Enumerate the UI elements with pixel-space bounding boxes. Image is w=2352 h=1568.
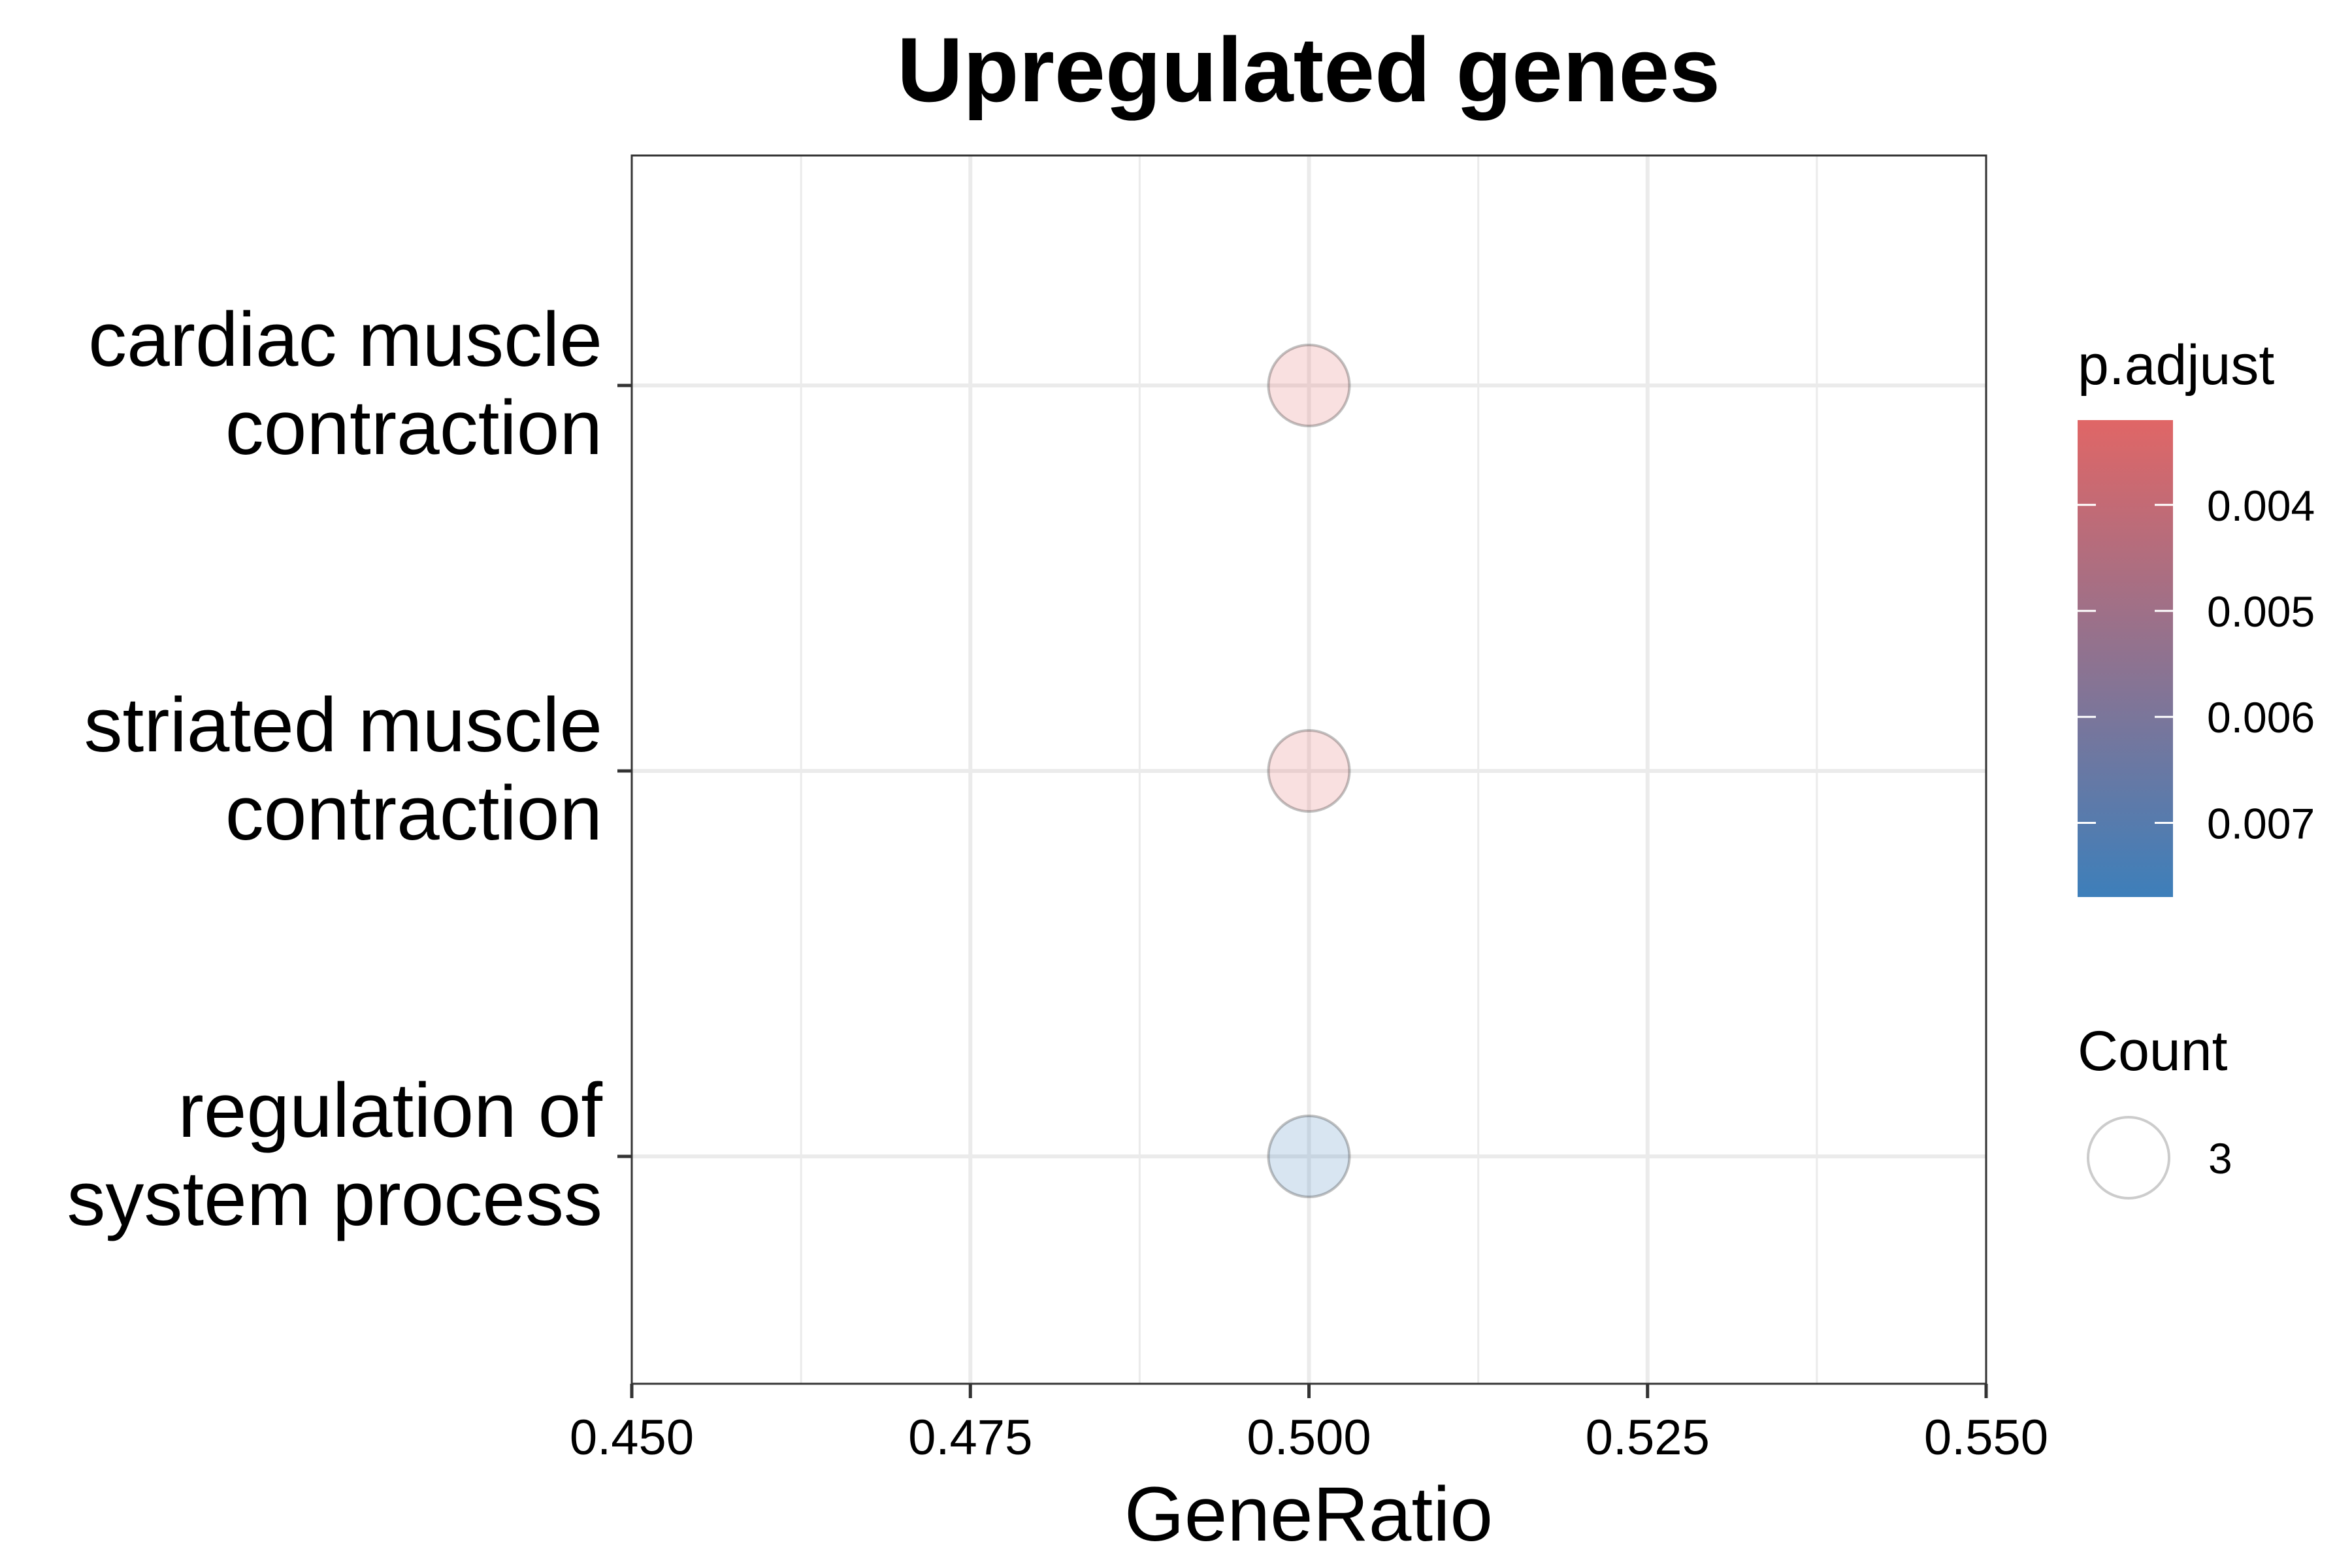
- color-legend-ticks: 0.004 0.005 0.006 0.007: [2078, 482, 2315, 847]
- data-point: [1267, 729, 1351, 813]
- x-tick-label: 0.475: [908, 1410, 1032, 1465]
- x-tick-label: 0.525: [1586, 1410, 1710, 1465]
- x-axis-ticks: 0.450 0.475 0.500 0.525 0.550: [570, 1384, 2048, 1465]
- color-legend-tick-label: 0.006: [2207, 693, 2315, 742]
- x-tick-label: 0.500: [1247, 1410, 1371, 1465]
- x-tick-label: 0.550: [1924, 1410, 2048, 1465]
- chart-title: Upregulated genes: [897, 18, 1720, 121]
- data-point: [1267, 1115, 1351, 1198]
- color-legend-tick-label: 0.004: [2207, 482, 2315, 530]
- x-axis-title: GeneRatio: [1124, 1471, 1493, 1558]
- size-legend-title: Count: [2078, 1020, 2228, 1083]
- y-tick-label: striated muscle contraction: [84, 682, 602, 857]
- y-tick-label: cardiac muscle contraction: [88, 297, 602, 471]
- plot-panel-border: [630, 154, 1987, 1385]
- grid: [632, 155, 1986, 1384]
- color-legend-tick-label: 0.005: [2207, 587, 2315, 636]
- x-tick-label: 0.450: [570, 1410, 694, 1465]
- color-legend-tick-label: 0.007: [2207, 799, 2315, 847]
- color-legend-title: p.adjust: [2078, 334, 2274, 397]
- data-points: [1267, 344, 1351, 1198]
- y-tick-label: regulation of system process: [67, 1068, 602, 1242]
- size-legend-label: 3: [2208, 1134, 2232, 1183]
- data-point: [1267, 344, 1351, 427]
- y-axis-labels: cardiac muscle contraction striated muscle…: [67, 297, 632, 1242]
- size-legend-key: [2087, 1116, 2170, 1200]
- color-legend-bar: [2078, 420, 2173, 897]
